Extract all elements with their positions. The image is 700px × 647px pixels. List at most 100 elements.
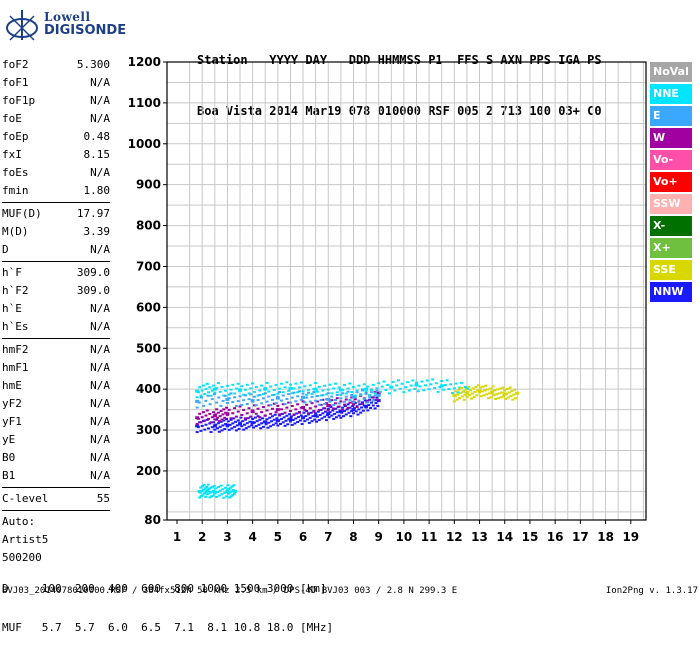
trace-point — [306, 391, 310, 394]
trace-point — [485, 393, 489, 396]
trace-point — [343, 404, 347, 407]
trace-point — [375, 389, 379, 392]
trace-point — [355, 389, 359, 392]
digisonde-logo: Lowell DIGISONDE — [4, 6, 134, 50]
trace-point — [429, 383, 433, 386]
trace-point — [380, 385, 384, 388]
trace-point — [227, 428, 231, 431]
trace-point — [252, 404, 256, 407]
trace-point — [223, 416, 227, 419]
trace-point — [288, 420, 292, 423]
trace-point — [212, 421, 216, 424]
trace-point — [213, 428, 217, 431]
trace-point — [454, 390, 458, 393]
polarization-legend: NoVal NNE E W Vo- Vo+ SSW X- X+ SSE NNW — [650, 62, 692, 304]
trace-point — [308, 416, 312, 419]
trace-point — [376, 399, 381, 403]
trace-point — [247, 425, 251, 428]
trace-point — [242, 399, 246, 402]
legend-item-nne: NNE — [650, 84, 692, 104]
trace-point — [310, 395, 314, 398]
trace-point — [238, 405, 242, 408]
trace-point — [306, 413, 310, 416]
trace-point — [474, 385, 478, 388]
y-tick-label: 500 — [136, 341, 161, 355]
parameter-name: foE — [2, 112, 22, 125]
trace-point — [503, 389, 507, 392]
trace-point — [289, 415, 293, 418]
trace-point — [246, 417, 250, 420]
parameter-row: MUF(D) 17.97 — [2, 205, 110, 223]
trace-point — [321, 412, 325, 415]
trace-point — [462, 398, 466, 401]
parameter-name: yE — [2, 433, 16, 446]
trace-point — [317, 408, 321, 411]
software-version: Ion2Png v. 1.3.17 — [605, 586, 698, 596]
y-tick-label: 700 — [136, 259, 161, 273]
trace-point — [312, 391, 316, 394]
trace-point — [236, 400, 240, 403]
trace-point — [295, 412, 299, 415]
parameter-separator — [2, 338, 110, 339]
parameter-value: N/A — [90, 320, 110, 333]
trace-point — [265, 409, 269, 412]
parameter-value: 0.48 — [83, 130, 111, 143]
trace-point — [456, 393, 460, 396]
trace-point — [316, 410, 320, 413]
trace-point — [515, 391, 520, 395]
trace-point — [376, 393, 381, 397]
trace-point — [355, 391, 359, 394]
trace-point — [333, 412, 337, 415]
trace-point — [358, 403, 362, 406]
trace-point — [251, 417, 255, 420]
trace-point — [212, 393, 216, 396]
trace-point — [344, 395, 348, 398]
trace-point — [472, 395, 476, 398]
trace-point — [398, 387, 402, 390]
trace-point — [227, 393, 231, 396]
parameter-name: hmF1 — [2, 361, 29, 374]
ionogram-chart: 1 2 3 4 5 6 7 8 9 10 11 12 13 14 15 16 17 18 1980200300400… — [128, 55, 647, 544]
trace-point — [272, 418, 276, 421]
trace-point — [233, 407, 237, 410]
parameter-row: h`F2 309.0 — [2, 282, 110, 300]
parameter-name: hmF2 — [2, 343, 29, 356]
parameter-name: foF2 — [2, 58, 29, 71]
trace-point — [204, 423, 208, 426]
trace-point — [288, 410, 292, 413]
trace-point — [256, 399, 260, 402]
trace-point — [463, 393, 467, 396]
trace-point — [433, 387, 437, 390]
trace-point — [346, 387, 350, 390]
trace-point — [210, 398, 214, 401]
trace-point — [460, 395, 464, 398]
trace-point — [301, 416, 306, 420]
trace-point — [270, 407, 274, 410]
trace-point — [315, 400, 319, 403]
trace-point — [411, 379, 415, 382]
trace-point — [477, 389, 482, 393]
trace-point — [285, 406, 289, 409]
trace-point — [418, 385, 422, 388]
trace-point — [215, 495, 219, 498]
trace-point — [205, 485, 209, 488]
trace-point — [291, 418, 295, 421]
trace-point — [327, 416, 331, 419]
trace-point — [353, 394, 357, 397]
trace-point — [320, 417, 324, 420]
trace-point — [269, 385, 273, 388]
trace-point — [335, 411, 339, 414]
trace-point — [296, 395, 300, 398]
trace-point — [330, 414, 334, 417]
trace-point — [195, 389, 200, 393]
trace-point — [267, 421, 271, 424]
trace-point — [257, 423, 261, 426]
autoscaling-info: Artist5 — [2, 533, 49, 546]
trace-point — [337, 405, 341, 408]
trace-point — [297, 411, 301, 414]
trace-point — [371, 396, 375, 399]
y-tick-label: 1100 — [128, 96, 161, 110]
x-tick-label: 4 — [248, 530, 256, 544]
trace-point — [213, 391, 217, 394]
trace-point — [248, 420, 252, 423]
